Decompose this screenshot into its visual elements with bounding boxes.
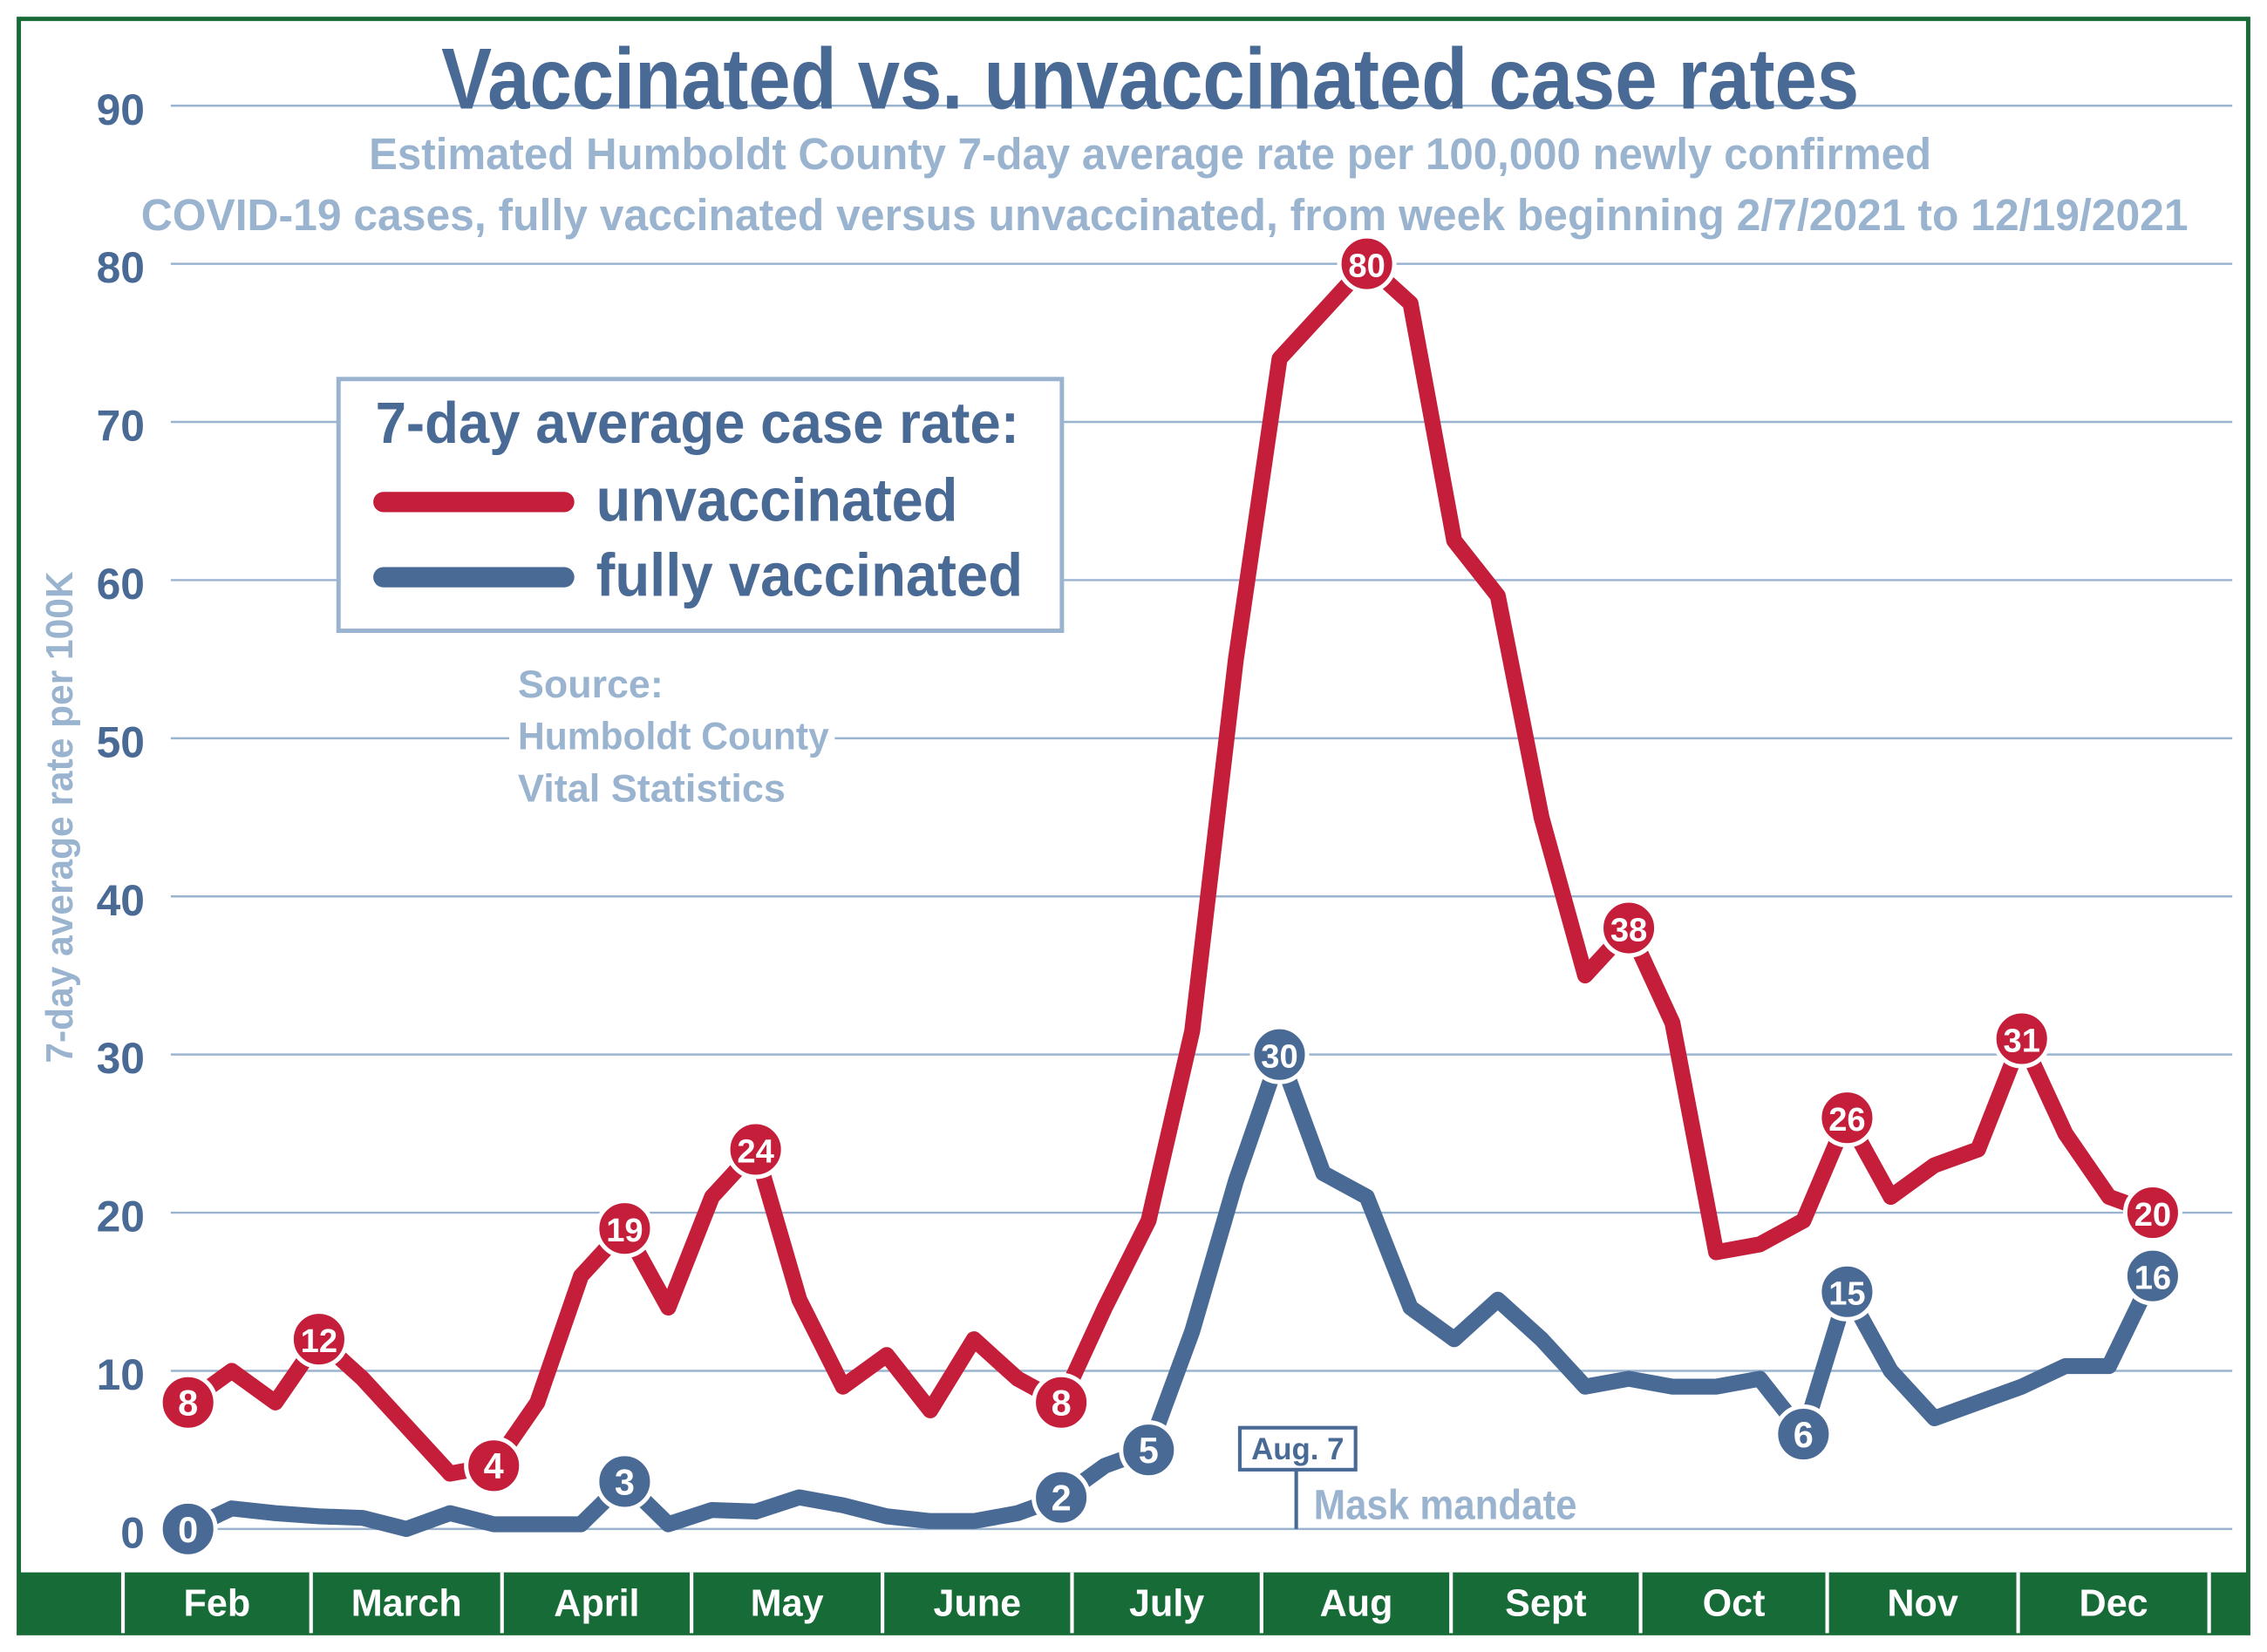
- data-label-marker: [725, 1119, 786, 1180]
- data-label-marker: [2122, 1183, 2182, 1243]
- data-label: 2: [1052, 1478, 1072, 1519]
- source-note: Source: Humboldt County Vital Statistics: [509, 658, 835, 815]
- data-label-marker: [1031, 1467, 1092, 1527]
- data-label: 5: [1139, 1430, 1159, 1471]
- x-tick-label: Dec: [2080, 1582, 2148, 1624]
- data-label-marker: [1249, 1024, 1310, 1084]
- x-tick-label: Nov: [1887, 1582, 1957, 1624]
- data-label-marker: [1991, 1009, 2052, 1069]
- y-axis-label: 7-day average rate per 100K: [39, 571, 81, 1063]
- data-label-marker: [595, 1451, 655, 1512]
- y-tick-label: 50: [97, 717, 145, 766]
- x-tick-label: July: [1129, 1582, 1204, 1624]
- data-label-marker: [1119, 1420, 1179, 1480]
- data-label: 26: [1828, 1101, 1865, 1139]
- y-tick-label: 60: [97, 560, 145, 608]
- legend-label-vaccinated: fully vaccinated: [596, 541, 1023, 609]
- data-label: 19: [606, 1212, 643, 1249]
- data-label: 8: [178, 1383, 198, 1424]
- series-fully-vaccinated: 0 3 2 5 30 6 15 16: [158, 1024, 2182, 1559]
- y-tick-label: 20: [97, 1193, 145, 1241]
- series-line: [180, 1046, 2161, 1538]
- data-label: 6: [1794, 1414, 1814, 1455]
- data-label-marker: [1817, 1261, 1877, 1322]
- series-unvaccinated: 8 12 4 19 24 8 80 38 26 31 20: [158, 234, 2182, 1496]
- data-label: 20: [2134, 1196, 2171, 1234]
- chart-subtitle-line-2: COVID-19 cases, fully vaccinated versus …: [141, 189, 2189, 240]
- data-label-marker: [1031, 1372, 1092, 1432]
- x-tick-label: April: [554, 1582, 639, 1624]
- legend: 7-day average case rate: unvaccinated fu…: [336, 377, 1065, 633]
- x-tick-label: May: [751, 1582, 824, 1624]
- y-tick-label: 80: [97, 243, 145, 292]
- legend-label-unvaccinated: unvaccinated: [596, 466, 958, 534]
- data-label-marker: [1599, 898, 1659, 958]
- y-tick-label: 10: [97, 1350, 145, 1399]
- data-label: 8: [1052, 1383, 1072, 1424]
- legend-title: 7-day average case rate:: [376, 391, 1019, 456]
- event-label: Mask mandate: [1314, 1481, 1577, 1528]
- chart-frame: [17, 17, 2250, 1635]
- data-label-marker: [1817, 1088, 1877, 1148]
- data-label: 38: [1610, 911, 1647, 948]
- event-date: Aug. 7: [1251, 1432, 1344, 1466]
- data-label: 30: [1261, 1038, 1297, 1076]
- data-label-marker: [2122, 1246, 2182, 1306]
- data-label-marker: [1773, 1404, 1834, 1465]
- y-tick-label: 40: [97, 876, 145, 925]
- data-label: 0: [178, 1509, 198, 1550]
- event-date-box: [1237, 1425, 1358, 1472]
- x-tick-label: March: [351, 1582, 462, 1624]
- data-label: 80: [1348, 248, 1385, 285]
- data-label-marker: [595, 1199, 655, 1259]
- chart-subtitle-line-1: Estimated Humboldt County 7-day average …: [369, 128, 1931, 179]
- x-tick-label: Sept: [1505, 1582, 1586, 1624]
- x-axis-band: [18, 1572, 2249, 1634]
- data-label: 3: [615, 1461, 635, 1502]
- data-label-marker: [289, 1309, 349, 1370]
- data-label-marker: [158, 1372, 218, 1432]
- source-line-3: Vital Statistics: [518, 766, 786, 810]
- data-label: 31: [2003, 1022, 2039, 1059]
- data-label: 4: [484, 1445, 504, 1486]
- x-tick-label: Oct: [1703, 1582, 1766, 1624]
- y-tick-label: 70: [97, 402, 145, 451]
- source-line-1: Source:: [518, 663, 664, 706]
- data-label-marker: [464, 1436, 524, 1496]
- y-tick-label: 90: [97, 85, 145, 134]
- x-tick-label: Aug: [1320, 1582, 1393, 1624]
- data-label-marker: [1337, 234, 1397, 294]
- x-tick-label: Feb: [184, 1582, 251, 1624]
- data-label: 24: [737, 1132, 774, 1170]
- series-line: [180, 255, 2161, 1482]
- y-tick-label: 30: [97, 1034, 145, 1083]
- data-label: 16: [2134, 1260, 2171, 1297]
- mask-mandate-annotation: Aug. 7 Mask mandate: [1237, 1425, 1577, 1529]
- x-tick-label: June: [933, 1582, 1021, 1624]
- data-label: 15: [1828, 1275, 1865, 1313]
- chart-title: Vaccinated vs. unvaccinated case rates: [441, 31, 1859, 128]
- y-tick-label: 0: [120, 1508, 145, 1557]
- data-label: 12: [301, 1322, 337, 1360]
- data-label-marker: [158, 1499, 218, 1559]
- source-line-2: Humboldt County: [518, 715, 829, 758]
